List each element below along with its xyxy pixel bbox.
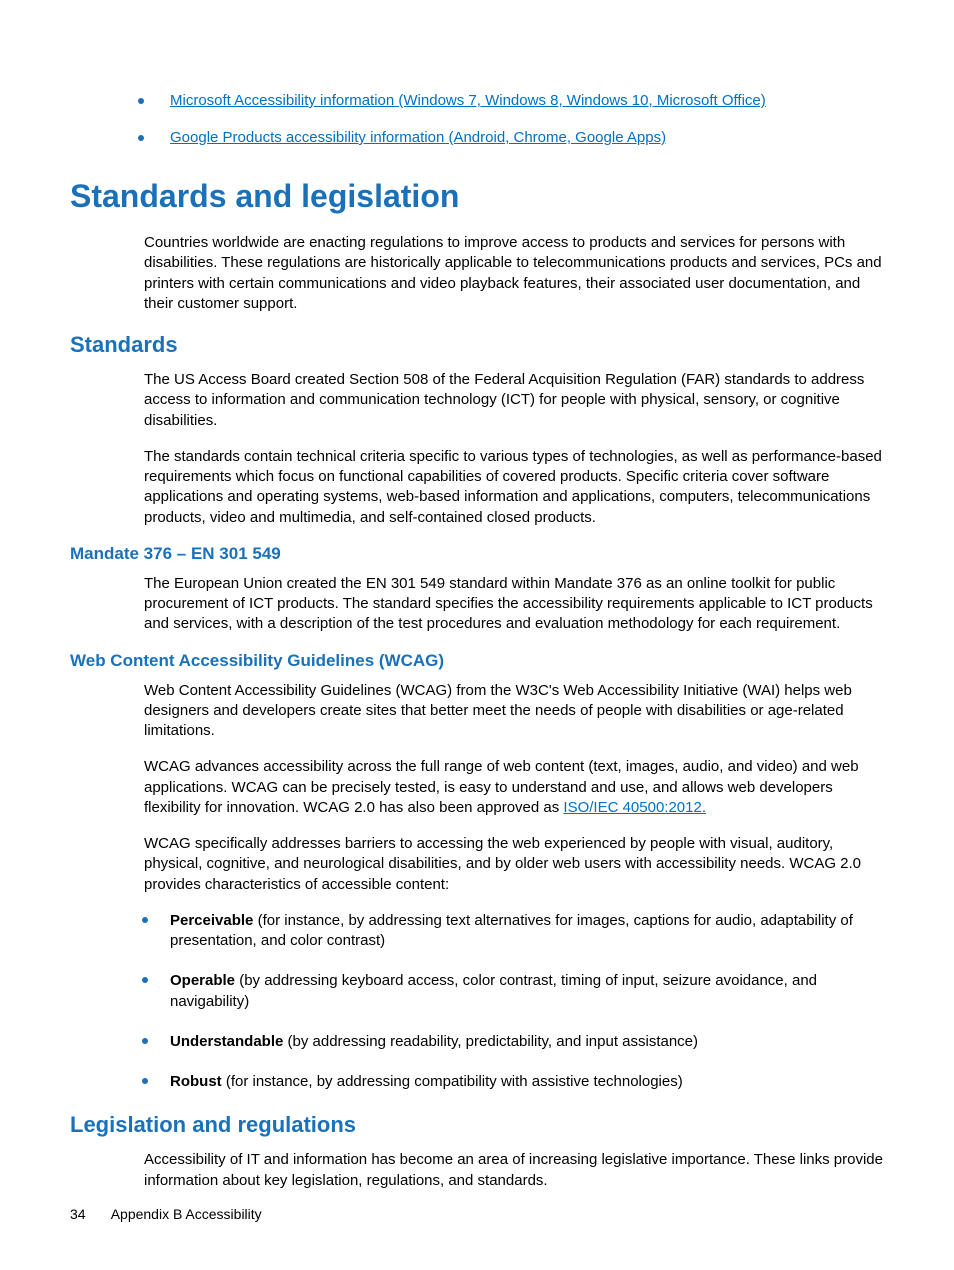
wcag-p3: WCAG specifically addresses barriers to … (144, 834, 884, 895)
bullet-icon (142, 917, 148, 923)
wcag-term: Robust (170, 1073, 222, 1090)
bullet-icon (138, 135, 144, 141)
mandate-p1: The European Union created the EN 301 54… (144, 574, 884, 635)
wcag-desc: (for instance, by addressing compatibili… (222, 1073, 683, 1090)
heading-wcag: Web Content Accessibility Guidelines (WC… (70, 651, 884, 671)
page-number: 34 (70, 1206, 86, 1222)
wcag-p2-pre: WCAG advances accessibility across the f… (144, 758, 859, 816)
bullet-icon (142, 1038, 148, 1044)
wcag-item-perceivable: Perceivable (for instance, by addressing… (170, 911, 884, 952)
footer-section: Appendix B Accessibility (111, 1206, 262, 1222)
bullet-icon (138, 98, 144, 104)
wcag-p1: Web Content Accessibility Guidelines (WC… (144, 681, 884, 742)
standards-p2: The standards contain technical criteria… (144, 447, 884, 528)
wcag-desc: (by addressing readability, predictabili… (283, 1033, 698, 1050)
top-links-list: Microsoft Accessibility information (Win… (170, 92, 884, 146)
heading-standards-legislation: Standards and legislation (70, 178, 884, 215)
wcag-item-operable: Operable (by addressing keyboard access,… (170, 971, 884, 1012)
wcag-term: Perceivable (170, 912, 253, 929)
standards-p1: The US Access Board created Section 508 … (144, 370, 884, 431)
wcag-desc: (for instance, by addressing text altern… (170, 912, 853, 949)
top-link-item: Microsoft Accessibility information (Win… (170, 92, 884, 109)
intro-paragraph: Countries worldwide are enacting regulat… (144, 233, 884, 314)
top-link-item: Google Products accessibility informatio… (170, 129, 884, 146)
bullet-icon (142, 977, 148, 983)
google-accessibility-link[interactable]: Google Products accessibility informatio… (170, 129, 666, 146)
microsoft-accessibility-link[interactable]: Microsoft Accessibility information (Win… (170, 92, 766, 109)
bullet-icon (142, 1078, 148, 1084)
wcag-p2: WCAG advances accessibility across the f… (144, 757, 884, 818)
wcag-term: Understandable (170, 1033, 283, 1050)
wcag-item-understandable: Understandable (by addressing readabilit… (170, 1032, 884, 1052)
heading-standards: Standards (70, 332, 884, 358)
wcag-principles-list: Perceivable (for instance, by addressing… (170, 911, 884, 1093)
legislation-p1: Accessibility of IT and information has … (144, 1150, 884, 1191)
iso-iec-link[interactable]: ISO/IEC 40500:2012. (563, 799, 706, 816)
wcag-item-robust: Robust (for instance, by addressing comp… (170, 1072, 884, 1092)
wcag-term: Operable (170, 972, 235, 989)
heading-mandate: Mandate 376 – EN 301 549 (70, 544, 884, 564)
wcag-desc: (by addressing keyboard access, color co… (170, 972, 817, 1009)
page-footer: 34 Appendix B Accessibility (70, 1206, 262, 1222)
heading-legislation: Legislation and regulations (70, 1112, 884, 1138)
